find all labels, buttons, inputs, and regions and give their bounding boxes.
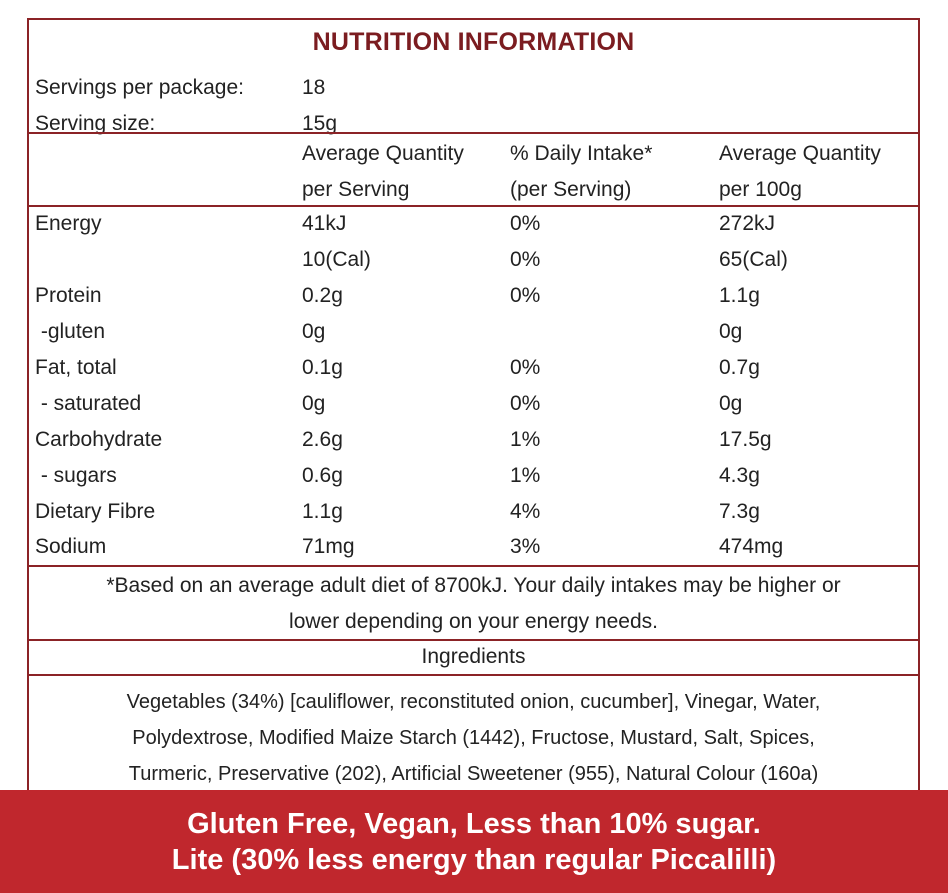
nutrient-per-100g: 474mg [719,535,784,558]
nutrient-daily-intake: 0% [510,212,541,235]
nutrient-per-serving: 0.2g [302,284,343,307]
col-per-100g-header: Average Quantity [719,142,881,165]
nutrient-per-serving: 0g [302,320,326,343]
table-row: Protein 0.2g 0% 1.1g [29,284,918,320]
table-row: Carbohydrate 2.6g 1% 17.5g [29,428,918,464]
nutrient-per-serving: 0.1g [302,356,343,379]
table-row: - sugars 0.6g 1% 4.3g [29,464,918,500]
serving-size-label: Serving size: [35,112,156,135]
servings-value: 18 [302,76,326,99]
banner-line-1: Gluten Free, Vegan, Less than 10% sugar. [187,808,761,840]
nutrient-per-100g: 0.7g [719,356,760,379]
table-row: 10(Cal) 0% 65(Cal) [29,248,918,284]
nutrient-per-serving: 0.6g [302,464,343,487]
col-per-serving-header: Average Quantity [302,142,464,165]
claims-banner: Gluten Free, Vegan, Less than 10% sugar.… [0,790,948,893]
serving-size-row: Serving size: 15g [29,112,918,148]
banner-line-2: Lite (30% less energy than regular Picca… [171,844,777,876]
nutrient-daily-intake: 1% [510,428,541,451]
nutrient-daily-intake: 3% [510,535,541,558]
divider [29,132,918,134]
col-daily-subheader: (per Serving) [510,178,632,201]
table-row: - saturated 0g 0% 0g [29,392,918,428]
servings-label: Servings per package: [35,76,244,99]
nutrient-per-100g: 0g [719,320,743,343]
col-per-100g-subheader: per 100g [719,178,802,201]
nutrient-daily-intake: 0% [510,284,541,307]
column-header-row-2: per Serving (per Serving) per 100g [29,178,918,214]
nutrient-per-100g: 1.1g [719,284,760,307]
nutrient-name: Energy [35,212,102,235]
ingredients-line-3: Turmeric, Preservative (202), Artificial… [128,763,819,785]
servings-row: Servings per package: 18 [29,76,918,112]
nutrient-name: -gluten [35,320,106,343]
nutrient-per-100g: 17.5g [719,428,772,451]
divider [29,674,918,676]
nutrient-per-serving: 10(Cal) [302,248,371,271]
footnote-line-1: *Based on an average adult diet of 8700k… [106,574,841,597]
col-daily-header: % Daily Intake* [510,142,653,165]
nutrient-name: Sodium [35,535,107,558]
nutrient-per-serving: 0g [302,392,326,415]
footnote-line-2: lower depending on your energy needs. [289,610,658,633]
divider [29,565,918,567]
nutrient-per-100g: 0g [719,392,743,415]
table-row: Dietary Fibre 1.1g 4% 7.3g [29,500,918,536]
nutrient-per-serving: 41kJ [302,212,347,235]
serving-size-value: 15g [302,112,338,135]
table-row: Fat, total 0.1g 0% 0.7g [29,356,918,392]
nutrient-per-serving: 71mg [302,535,355,558]
table-row: -gluten 0g 0g [29,320,918,356]
nutrient-daily-intake: 0% [510,392,541,415]
nutrient-per-serving: 2.6g [302,428,343,451]
nutrition-panel: NUTRITION INFORMATION Servings per packa… [27,18,920,809]
nutrient-daily-intake: 0% [510,248,541,271]
nutrient-name: Dietary Fibre [35,500,156,523]
nutrient-name: - saturated [35,392,142,415]
ingredients-line-1: Vegetables (34%) [cauliflower, reconstit… [126,691,821,713]
nutrient-per-100g: 65(Cal) [719,248,788,271]
nutrient-name: Protein [35,284,102,307]
nutrient-per-100g: 272kJ [719,212,776,235]
nutrient-name: Fat, total [35,356,117,379]
nutrient-per-100g: 7.3g [719,500,760,523]
table-row: Energy 41kJ 0% 272kJ [29,212,918,248]
nutrient-daily-intake: 0% [510,356,541,379]
column-header-row-1: Average Quantity % Daily Intake* Average… [29,142,918,178]
nutrient-per-100g: 4.3g [719,464,760,487]
divider [29,639,918,641]
nutrient-daily-intake: 1% [510,464,541,487]
ingredients-line-2: Polydextrose, Modified Maize Starch (144… [132,727,815,749]
nutrient-per-serving: 1.1g [302,500,343,523]
col-per-serving-subheader: per Serving [302,178,410,201]
nutrient-name: Carbohydrate [35,428,163,451]
table-row: Sodium 71mg 3% 474mg [29,535,918,571]
divider [29,205,918,207]
panel-title: NUTRITION INFORMATION [312,28,635,56]
ingredients-heading: Ingredients [421,645,526,668]
nutrient-name: - sugars [35,464,117,487]
nutrient-daily-intake: 4% [510,500,541,523]
